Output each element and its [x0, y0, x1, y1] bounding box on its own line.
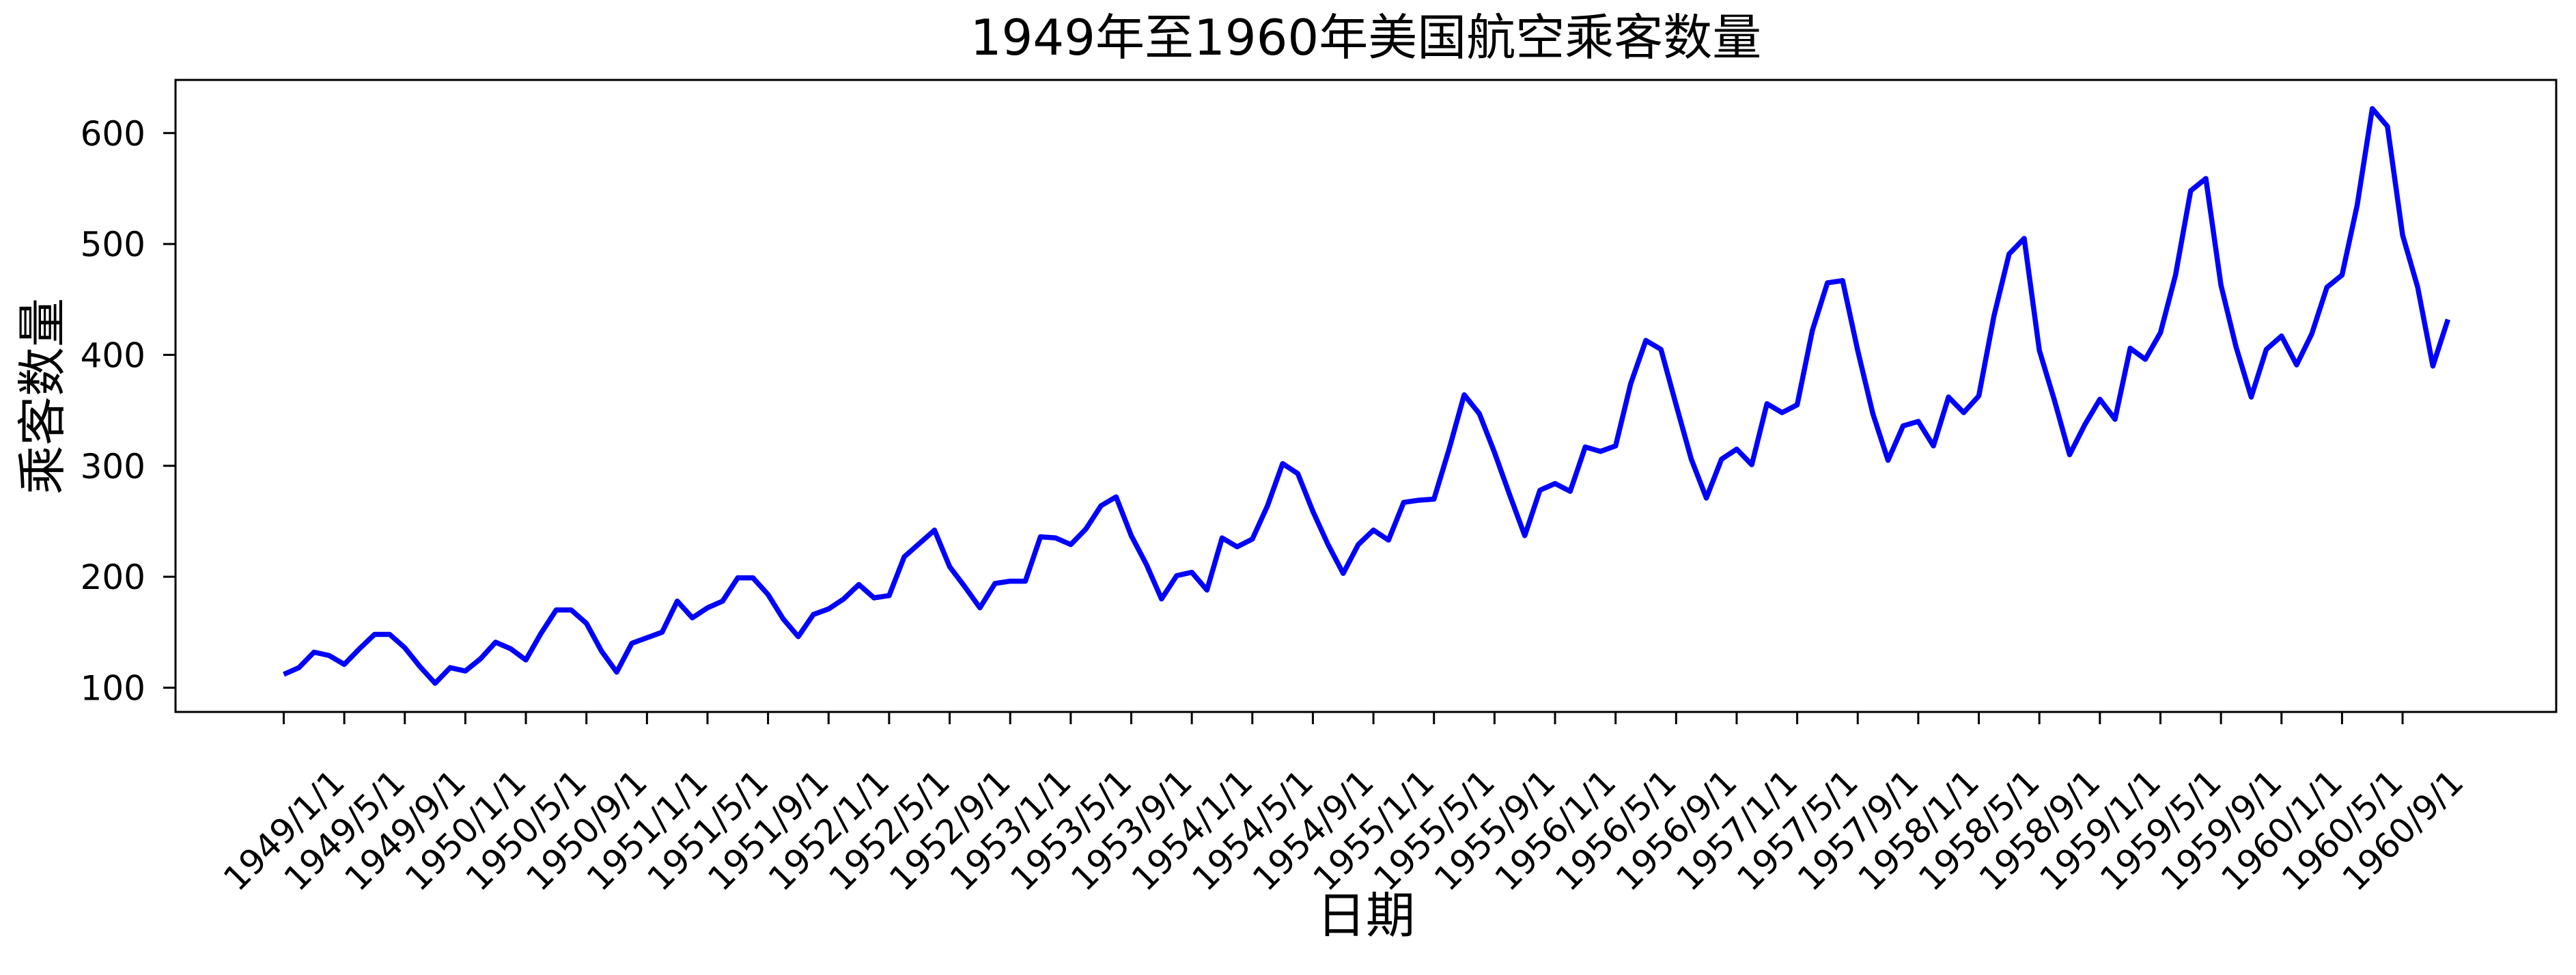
y-tick-label: 200 — [81, 558, 145, 597]
y-tick-label: 500 — [81, 225, 145, 264]
y-tick-label: 100 — [81, 668, 145, 708]
y-tick-label: 600 — [81, 114, 145, 154]
chart-title: 1949年至1960年美国航空乘客数量 — [970, 9, 1762, 66]
y-tick-label: 300 — [81, 447, 145, 486]
axes-frame — [174, 79, 2558, 713]
passengers-line — [282, 106, 2451, 686]
y-tick-label: 400 — [81, 335, 145, 375]
x-axis-label: 日期 — [1316, 887, 1415, 944]
